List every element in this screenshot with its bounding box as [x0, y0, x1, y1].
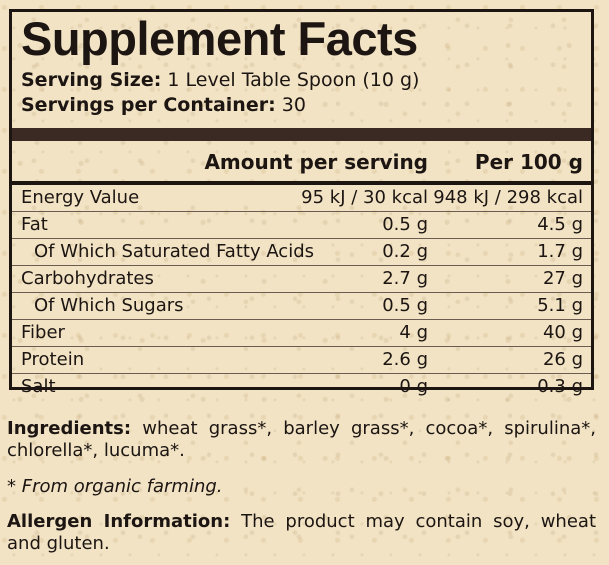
nutrient-label: Salt: [21, 376, 56, 397]
serving-size: Serving Size: 1 Level Table Spoon (10 g): [21, 68, 419, 92]
table-row: Energy Value 95 kJ / 30 kcal 948 kJ / 29…: [12, 185, 591, 212]
ingredients-text: wheat grass*, barley grass*, cocoa*, spi…: [7, 418, 596, 461]
table-row: Of Which Saturated Fatty Acids 0.2 g 1.7…: [12, 239, 591, 266]
heavy-divider: [12, 128, 591, 141]
column-header-per-100g: Per 100 g: [474, 150, 583, 174]
amount-per-serving: 0.2 g: [382, 241, 428, 262]
amount-per-serving: 4 g: [399, 322, 428, 343]
servings-per-container-label: Servings per Container:: [21, 94, 276, 116]
table-header: Amount per serving Per 100 g: [12, 146, 591, 180]
servings-per-container: Servings per Container: 30: [21, 93, 306, 117]
nutrient-label: Carbohydrates: [21, 268, 154, 289]
table-row: Salt 0 g 0.3 g: [12, 374, 591, 400]
organic-note: * From organic farming.: [7, 476, 223, 497]
allergen-text: The product may contain soy, wheat and g…: [7, 511, 597, 554]
nutrient-label: Fat: [21, 214, 48, 235]
serving-size-label: Serving Size:: [21, 69, 162, 91]
amount-per-100g: 1.7 g: [537, 241, 583, 262]
amount-per-serving: 95 kJ / 30 kcal: [301, 187, 428, 208]
table-row: Protein 2.6 g 26 g: [12, 347, 591, 374]
amount-per-serving: 0 g: [399, 376, 428, 397]
amount-per-100g: 26 g: [542, 349, 583, 370]
amount-per-100g: 40 g: [542, 322, 583, 343]
serving-size-value: 1 Level Table Spoon (10 g): [167, 69, 420, 91]
servings-per-container-value: 30: [281, 94, 306, 116]
allergen-information: Allergen Information: The product may co…: [7, 511, 596, 555]
table-row: Of Which Sugars 0.5 g 5.1 g: [12, 293, 591, 320]
ingredients-label: Ingredients:: [7, 418, 132, 439]
nutrient-label: Protein: [21, 349, 85, 370]
amount-per-100g: 5.1 g: [537, 295, 583, 316]
amount-per-serving: 0.5 g: [382, 214, 428, 235]
amount-per-serving: 0.5 g: [382, 295, 428, 316]
amount-per-100g: 27 g: [542, 268, 583, 289]
column-header-amount: Amount per serving: [204, 150, 428, 174]
supplement-facts-panel: Supplement Facts Serving Size: 1 Level T…: [9, 9, 594, 397]
table-row: Carbohydrates 2.7 g 27 g: [12, 266, 591, 293]
nutrient-table: Energy Value 95 kJ / 30 kcal 948 kJ / 29…: [12, 185, 591, 400]
amount-per-100g: 948 kJ / 298 kcal: [433, 187, 583, 208]
nutrient-label: Energy Value: [21, 187, 140, 208]
panel-title: Supplement Facts: [21, 12, 418, 65]
nutrient-label: Of Which Sugars: [34, 295, 184, 316]
ingredients: Ingredients: wheat grass*, barley grass*…: [7, 418, 596, 462]
amount-per-serving: 2.6 g: [382, 349, 428, 370]
allergen-label: Allergen Information:: [7, 511, 231, 532]
nutrient-label: Fiber: [21, 322, 65, 343]
amount-per-serving: 2.7 g: [382, 268, 428, 289]
table-row: Fat 0.5 g 4.5 g: [12, 212, 591, 239]
amount-per-100g: 0.3 g: [537, 376, 583, 397]
table-row: Fiber 4 g 40 g: [12, 320, 591, 347]
header-divider: [12, 181, 591, 185]
amount-per-100g: 4.5 g: [537, 214, 583, 235]
nutrient-label: Of Which Saturated Fatty Acids: [34, 241, 315, 262]
